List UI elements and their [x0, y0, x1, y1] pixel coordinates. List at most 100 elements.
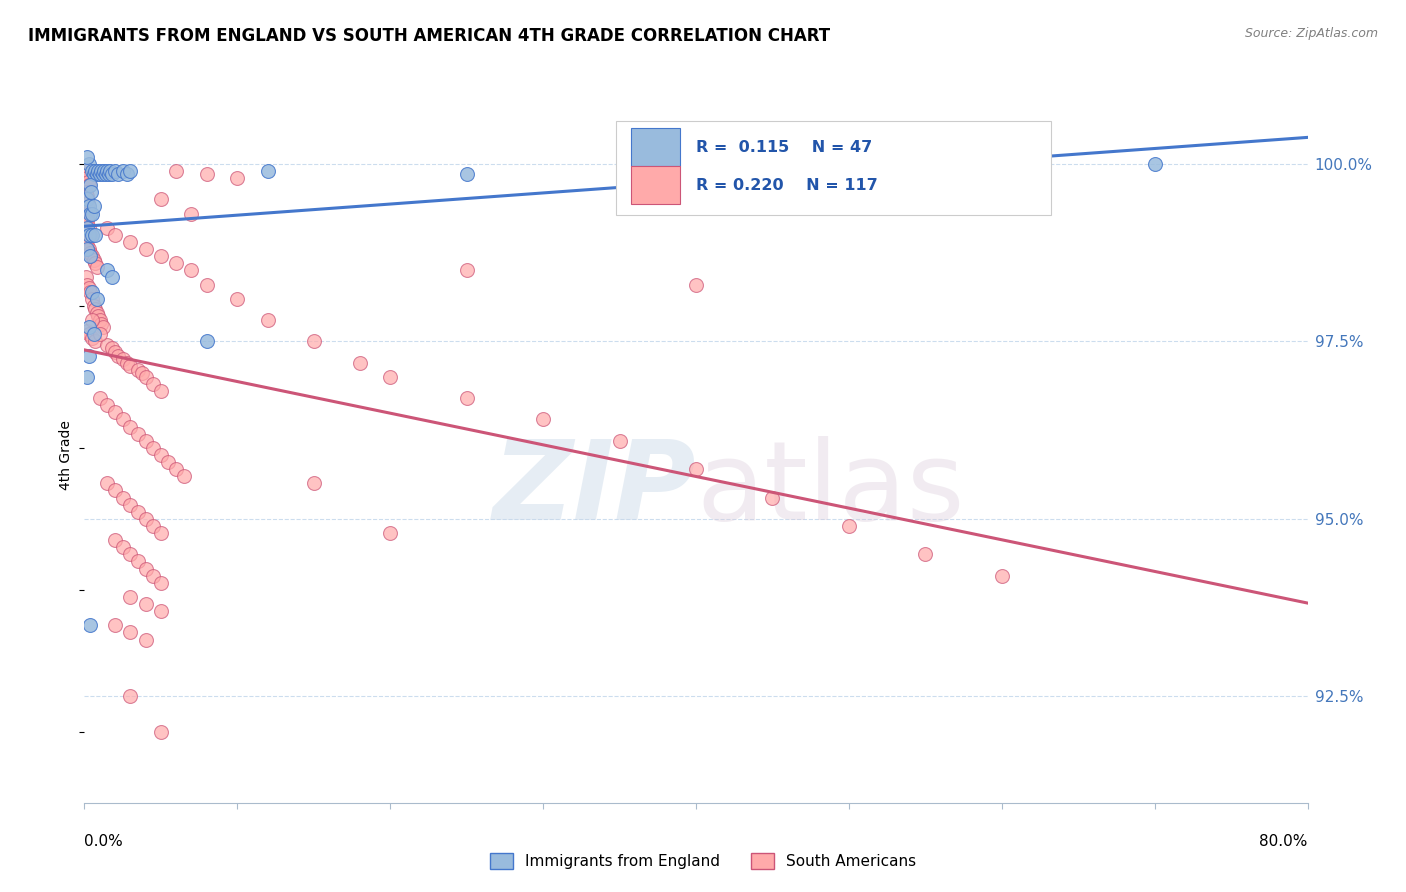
Point: [456, 391, 478, 405]
Legend: Immigrants from England, South Americans: Immigrants from England, South Americans: [484, 847, 922, 875]
Point: [104, 618, 127, 632]
Point: [135, 597, 157, 611]
Point: [142, 568, 165, 582]
Point: [149, 448, 172, 462]
Point: [111, 164, 134, 178]
Point: [76, 324, 98, 338]
Point: [149, 575, 172, 590]
Point: [77, 220, 100, 235]
Point: [84, 302, 107, 317]
FancyBboxPatch shape: [616, 121, 1050, 215]
Point: [195, 277, 218, 292]
Point: [149, 249, 172, 263]
Point: [120, 419, 142, 434]
Point: [77, 178, 100, 193]
Point: [104, 345, 127, 359]
Text: 0.0%: 0.0%: [84, 834, 124, 849]
Point: [76, 242, 98, 256]
Point: [96, 476, 118, 491]
Point: [97, 168, 120, 182]
Point: [107, 168, 129, 182]
Point: [89, 313, 111, 327]
Point: [83, 299, 105, 313]
Point: [120, 359, 142, 374]
Point: [180, 206, 202, 220]
Point: [142, 376, 165, 391]
Point: [142, 441, 165, 455]
Point: [77, 195, 100, 210]
Point: [76, 171, 98, 186]
Point: [111, 491, 134, 505]
Point: [76, 192, 98, 206]
Point: [96, 164, 118, 178]
Point: [180, 263, 202, 277]
Point: [257, 164, 280, 178]
Point: [111, 412, 134, 426]
Point: [84, 256, 107, 270]
Point: [83, 199, 105, 213]
Point: [257, 313, 280, 327]
Point: [609, 434, 631, 448]
Point: [135, 632, 157, 647]
Point: [107, 349, 129, 363]
Point: [349, 356, 371, 370]
Point: [80, 292, 103, 306]
Point: [111, 540, 134, 554]
Point: [142, 519, 165, 533]
Point: [98, 164, 121, 178]
Point: [76, 369, 98, 384]
Point: [83, 168, 105, 182]
Point: [84, 227, 107, 242]
Point: [195, 168, 218, 182]
Point: [76, 150, 98, 164]
Point: [149, 192, 172, 206]
Point: [685, 277, 707, 292]
Point: [96, 263, 118, 277]
Point: [87, 310, 110, 324]
Point: [302, 334, 325, 349]
Point: [79, 227, 101, 242]
Y-axis label: 4th Grade: 4th Grade: [59, 420, 73, 490]
Point: [135, 369, 157, 384]
Point: [79, 206, 101, 220]
Point: [115, 356, 138, 370]
Point: [127, 426, 149, 441]
Point: [75, 235, 97, 249]
Point: [83, 327, 105, 342]
Point: [838, 519, 860, 533]
Point: [226, 292, 249, 306]
Point: [77, 349, 100, 363]
Point: [86, 168, 108, 182]
FancyBboxPatch shape: [631, 128, 681, 166]
Point: [96, 398, 118, 412]
Point: [104, 405, 127, 419]
Point: [90, 317, 112, 331]
Point: [80, 285, 103, 299]
Point: [87, 164, 110, 178]
Point: [120, 547, 142, 561]
Point: [79, 178, 101, 193]
Point: [104, 533, 127, 548]
Point: [115, 168, 138, 182]
Point: [77, 327, 100, 342]
Text: Source: ZipAtlas.com: Source: ZipAtlas.com: [1244, 27, 1378, 40]
Point: [84, 164, 107, 178]
Point: [120, 625, 142, 640]
Point: [93, 164, 115, 178]
Point: [75, 186, 97, 200]
Point: [120, 590, 142, 604]
Point: [104, 227, 127, 242]
Point: [89, 391, 111, 405]
Point: [76, 220, 98, 235]
Point: [80, 164, 103, 178]
Point: [135, 434, 157, 448]
Point: [75, 164, 97, 178]
Point: [226, 171, 249, 186]
Text: R =  0.115    N = 47: R = 0.115 N = 47: [696, 139, 872, 154]
Point: [131, 366, 153, 380]
Point: [302, 476, 325, 491]
Point: [101, 270, 124, 285]
Point: [77, 320, 100, 334]
Text: atlas: atlas: [696, 436, 965, 543]
Point: [96, 338, 118, 352]
